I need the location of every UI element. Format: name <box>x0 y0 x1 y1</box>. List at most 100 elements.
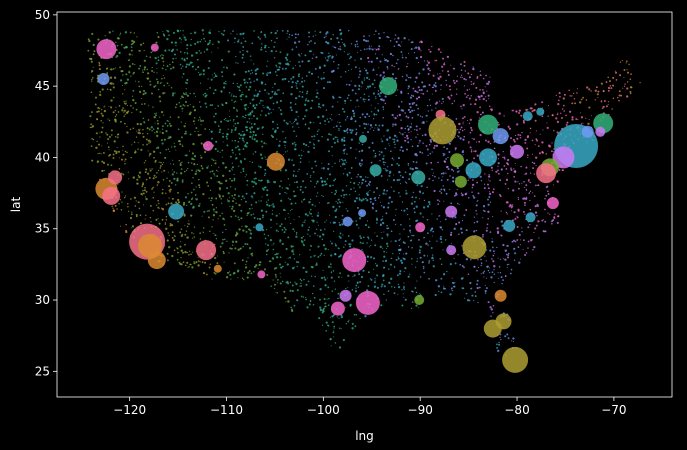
background-dot <box>354 190 357 193</box>
background-dot <box>516 215 518 217</box>
background-dot <box>577 118 579 121</box>
background-dot <box>202 271 206 275</box>
background-dot <box>352 112 356 115</box>
background-dot <box>588 106 591 109</box>
background-dot <box>478 140 481 143</box>
background-dot <box>265 249 269 253</box>
background-dot <box>329 54 331 57</box>
background-dot <box>227 120 230 123</box>
background-dot <box>89 115 92 118</box>
background-dot <box>140 193 143 195</box>
background-dot <box>208 60 211 63</box>
background-dot <box>195 261 198 264</box>
background-dot <box>333 336 335 338</box>
background-dot <box>267 234 270 237</box>
background-dot <box>338 235 341 238</box>
background-dot <box>236 145 239 148</box>
background-dot <box>439 257 442 260</box>
background-dot <box>396 162 399 165</box>
background-dot <box>217 47 219 49</box>
background-dot <box>445 192 448 195</box>
background-dot <box>323 180 327 183</box>
background-dot <box>442 154 445 157</box>
background-dot <box>290 245 293 248</box>
background-dot <box>307 60 309 62</box>
background-dot <box>314 232 316 235</box>
background-dot <box>336 202 339 204</box>
background-dot <box>179 163 182 167</box>
background-dot <box>168 197 170 199</box>
background-dot <box>556 113 559 116</box>
background-dot <box>326 178 329 180</box>
background-dot <box>485 277 487 279</box>
background-dot <box>455 80 458 83</box>
background-dot <box>376 57 379 60</box>
background-dot <box>523 180 525 183</box>
background-dot <box>387 202 390 205</box>
background-dot <box>525 184 528 187</box>
background-dot <box>270 226 272 229</box>
background-dot <box>197 130 199 133</box>
background-dot <box>486 265 489 268</box>
background-dot <box>629 78 632 81</box>
background-dot <box>132 99 135 102</box>
background-dot <box>124 195 127 197</box>
background-dot <box>193 117 196 119</box>
background-dot <box>359 241 362 244</box>
background-dot <box>399 131 401 134</box>
background-dot <box>225 83 227 85</box>
y-tick-label: 45 <box>35 79 50 93</box>
background-dot <box>478 286 481 289</box>
background-dot <box>393 138 396 141</box>
data-point-31 <box>492 128 509 145</box>
background-dot <box>253 106 257 110</box>
background-dot <box>238 132 241 135</box>
background-dot <box>191 266 194 269</box>
background-dot <box>93 50 96 53</box>
background-dot <box>400 133 402 135</box>
background-dot <box>527 154 529 156</box>
background-dot <box>114 115 117 118</box>
background-dot <box>152 106 154 108</box>
background-dot <box>445 172 447 174</box>
background-dot <box>96 140 98 143</box>
background-dot <box>295 82 297 84</box>
background-dot <box>491 271 494 274</box>
background-dot <box>176 172 178 174</box>
background-dot <box>157 36 160 39</box>
background-dot <box>376 274 379 277</box>
background-dot <box>600 100 603 103</box>
background-dot <box>221 231 224 234</box>
background-dot <box>337 198 340 201</box>
background-dot <box>177 220 179 223</box>
background-dot <box>358 197 361 199</box>
background-dot <box>507 254 510 257</box>
background-dot <box>231 140 233 142</box>
background-dot <box>223 238 226 241</box>
background-dot <box>149 152 152 156</box>
background-dot <box>236 33 238 35</box>
background-dot <box>181 110 183 112</box>
background-dot <box>171 94 174 97</box>
background-dot <box>214 272 217 275</box>
background-dot <box>116 133 119 136</box>
background-dot <box>408 131 410 134</box>
background-dot <box>338 346 342 349</box>
background-dot <box>180 228 183 230</box>
background-dot <box>223 118 226 121</box>
background-dot <box>272 248 275 251</box>
background-dot <box>396 274 399 277</box>
background-dot <box>336 37 339 40</box>
background-dot <box>532 248 534 251</box>
background-dot <box>138 67 141 70</box>
background-dot <box>240 93 243 96</box>
background-dot <box>161 67 164 70</box>
background-dot <box>249 113 252 116</box>
background-dot <box>401 56 404 59</box>
background-dot <box>482 97 485 101</box>
background-dot <box>256 93 260 96</box>
background-dot <box>562 97 565 100</box>
background-dot <box>252 104 255 107</box>
background-dot <box>409 225 411 227</box>
background-dot <box>230 33 232 35</box>
